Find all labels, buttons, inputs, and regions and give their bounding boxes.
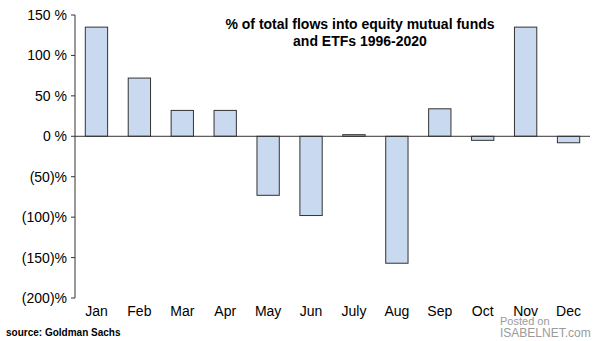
bar xyxy=(85,27,107,136)
title: % of total flows into equity mutual fund… xyxy=(225,16,495,50)
y-tick xyxy=(71,55,75,56)
zero-line xyxy=(75,136,590,137)
y-tick-label: 100 % xyxy=(27,47,67,63)
y-tick xyxy=(71,15,75,16)
chart-wrap: 150 % 100 % 50 % 0 % (50)% (100)% (150)% (200)%… xyxy=(0,0,605,341)
bar xyxy=(514,27,536,136)
bar xyxy=(386,136,408,263)
y-tick xyxy=(71,257,75,258)
x-tick-label: Oct xyxy=(472,303,494,319)
x-tick-label: Feb xyxy=(127,303,151,319)
bar xyxy=(472,136,494,140)
bar xyxy=(214,110,236,136)
bars xyxy=(85,27,579,263)
chart-svg: 150 % 100 % 50 % 0 % (50)% (100)% (150)% (200)%… xyxy=(0,0,605,341)
bar xyxy=(557,136,579,142)
bar xyxy=(257,136,279,195)
bar xyxy=(128,78,150,136)
x-tick-label: Mar xyxy=(170,303,194,319)
y-tick-label: 50 % xyxy=(35,88,67,104)
y-tick xyxy=(71,136,75,137)
y-tick-label: (150)% xyxy=(22,250,67,266)
bar xyxy=(300,136,322,215)
y-tick-label: 0 % xyxy=(43,128,67,144)
bar xyxy=(171,110,193,136)
y-tick xyxy=(71,217,75,218)
y-tick xyxy=(71,95,75,96)
x-tick-label: Sep xyxy=(427,303,452,319)
x-tick-label: Dec xyxy=(556,303,581,319)
x-tick-label: July xyxy=(342,303,367,319)
watermark: ISABELNET.com xyxy=(500,326,591,340)
x-tick-label: Jan xyxy=(85,303,108,319)
source: source: Goldman Sachs xyxy=(6,327,121,338)
y-tick xyxy=(71,298,75,299)
bar xyxy=(429,109,451,136)
x-tick-label: Apr xyxy=(214,303,236,319)
x-tick-label: Jun xyxy=(300,303,323,319)
y-tick-label: (200)% xyxy=(22,290,67,306)
y-tick-label: (50)% xyxy=(30,169,67,185)
y-tick-label: 150 % xyxy=(27,7,67,23)
x-tick-label: Aug xyxy=(384,303,409,319)
y-axis-line xyxy=(75,15,76,298)
y-tick xyxy=(71,176,75,177)
y-tick-label: (100)% xyxy=(22,209,67,225)
x-tick-label: May xyxy=(255,303,281,319)
